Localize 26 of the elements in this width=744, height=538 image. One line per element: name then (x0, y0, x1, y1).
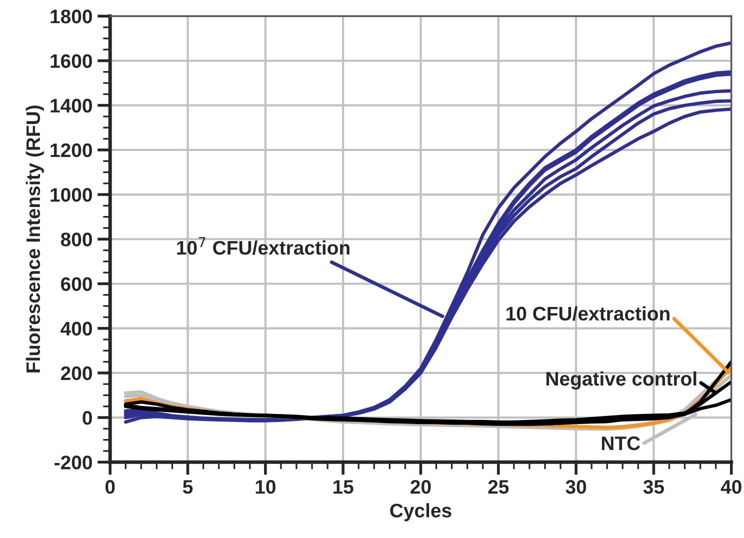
y-axis-title: Fluorescence Intensity (RFU) (26, 106, 44, 372)
annotation: Negative control (546, 371, 696, 390)
x-tick-label: 25 (488, 480, 509, 494)
x-tick-label: 15 (333, 480, 354, 494)
x-tick-label: 20 (410, 480, 431, 494)
x-tick-label: 30 (566, 480, 586, 494)
y-tick-label: 1800 (50, 10, 92, 24)
y-tick-label: -200 (54, 456, 92, 470)
y-tick-label: 1400 (50, 98, 92, 113)
y-tick-label: 1000 (50, 188, 92, 202)
y-tick-label: 1200 (50, 143, 92, 158)
y-tick-label: 1600 (50, 54, 92, 68)
y-tick-label: 800 (60, 232, 92, 246)
y-tick-label: 0 (82, 411, 92, 425)
x-tick-label: 5 (182, 480, 193, 494)
annotation: 10 CFU/extraction (506, 306, 670, 321)
y-tick-label: 600 (61, 277, 92, 291)
annotation: 10$^{7}$ CFU/extraction (177, 237, 350, 255)
x-tick-label: 10 (256, 480, 276, 494)
x-tick-label: 40 (720, 480, 742, 494)
y-tick-label: 400 (60, 322, 92, 336)
annotation: NTC (602, 436, 640, 450)
x-tick-label: 0 (105, 480, 115, 494)
x-tick-label: 35 (643, 480, 664, 494)
x-axis-title: Cycles (390, 503, 452, 522)
y-tick-label: 200 (60, 366, 92, 380)
